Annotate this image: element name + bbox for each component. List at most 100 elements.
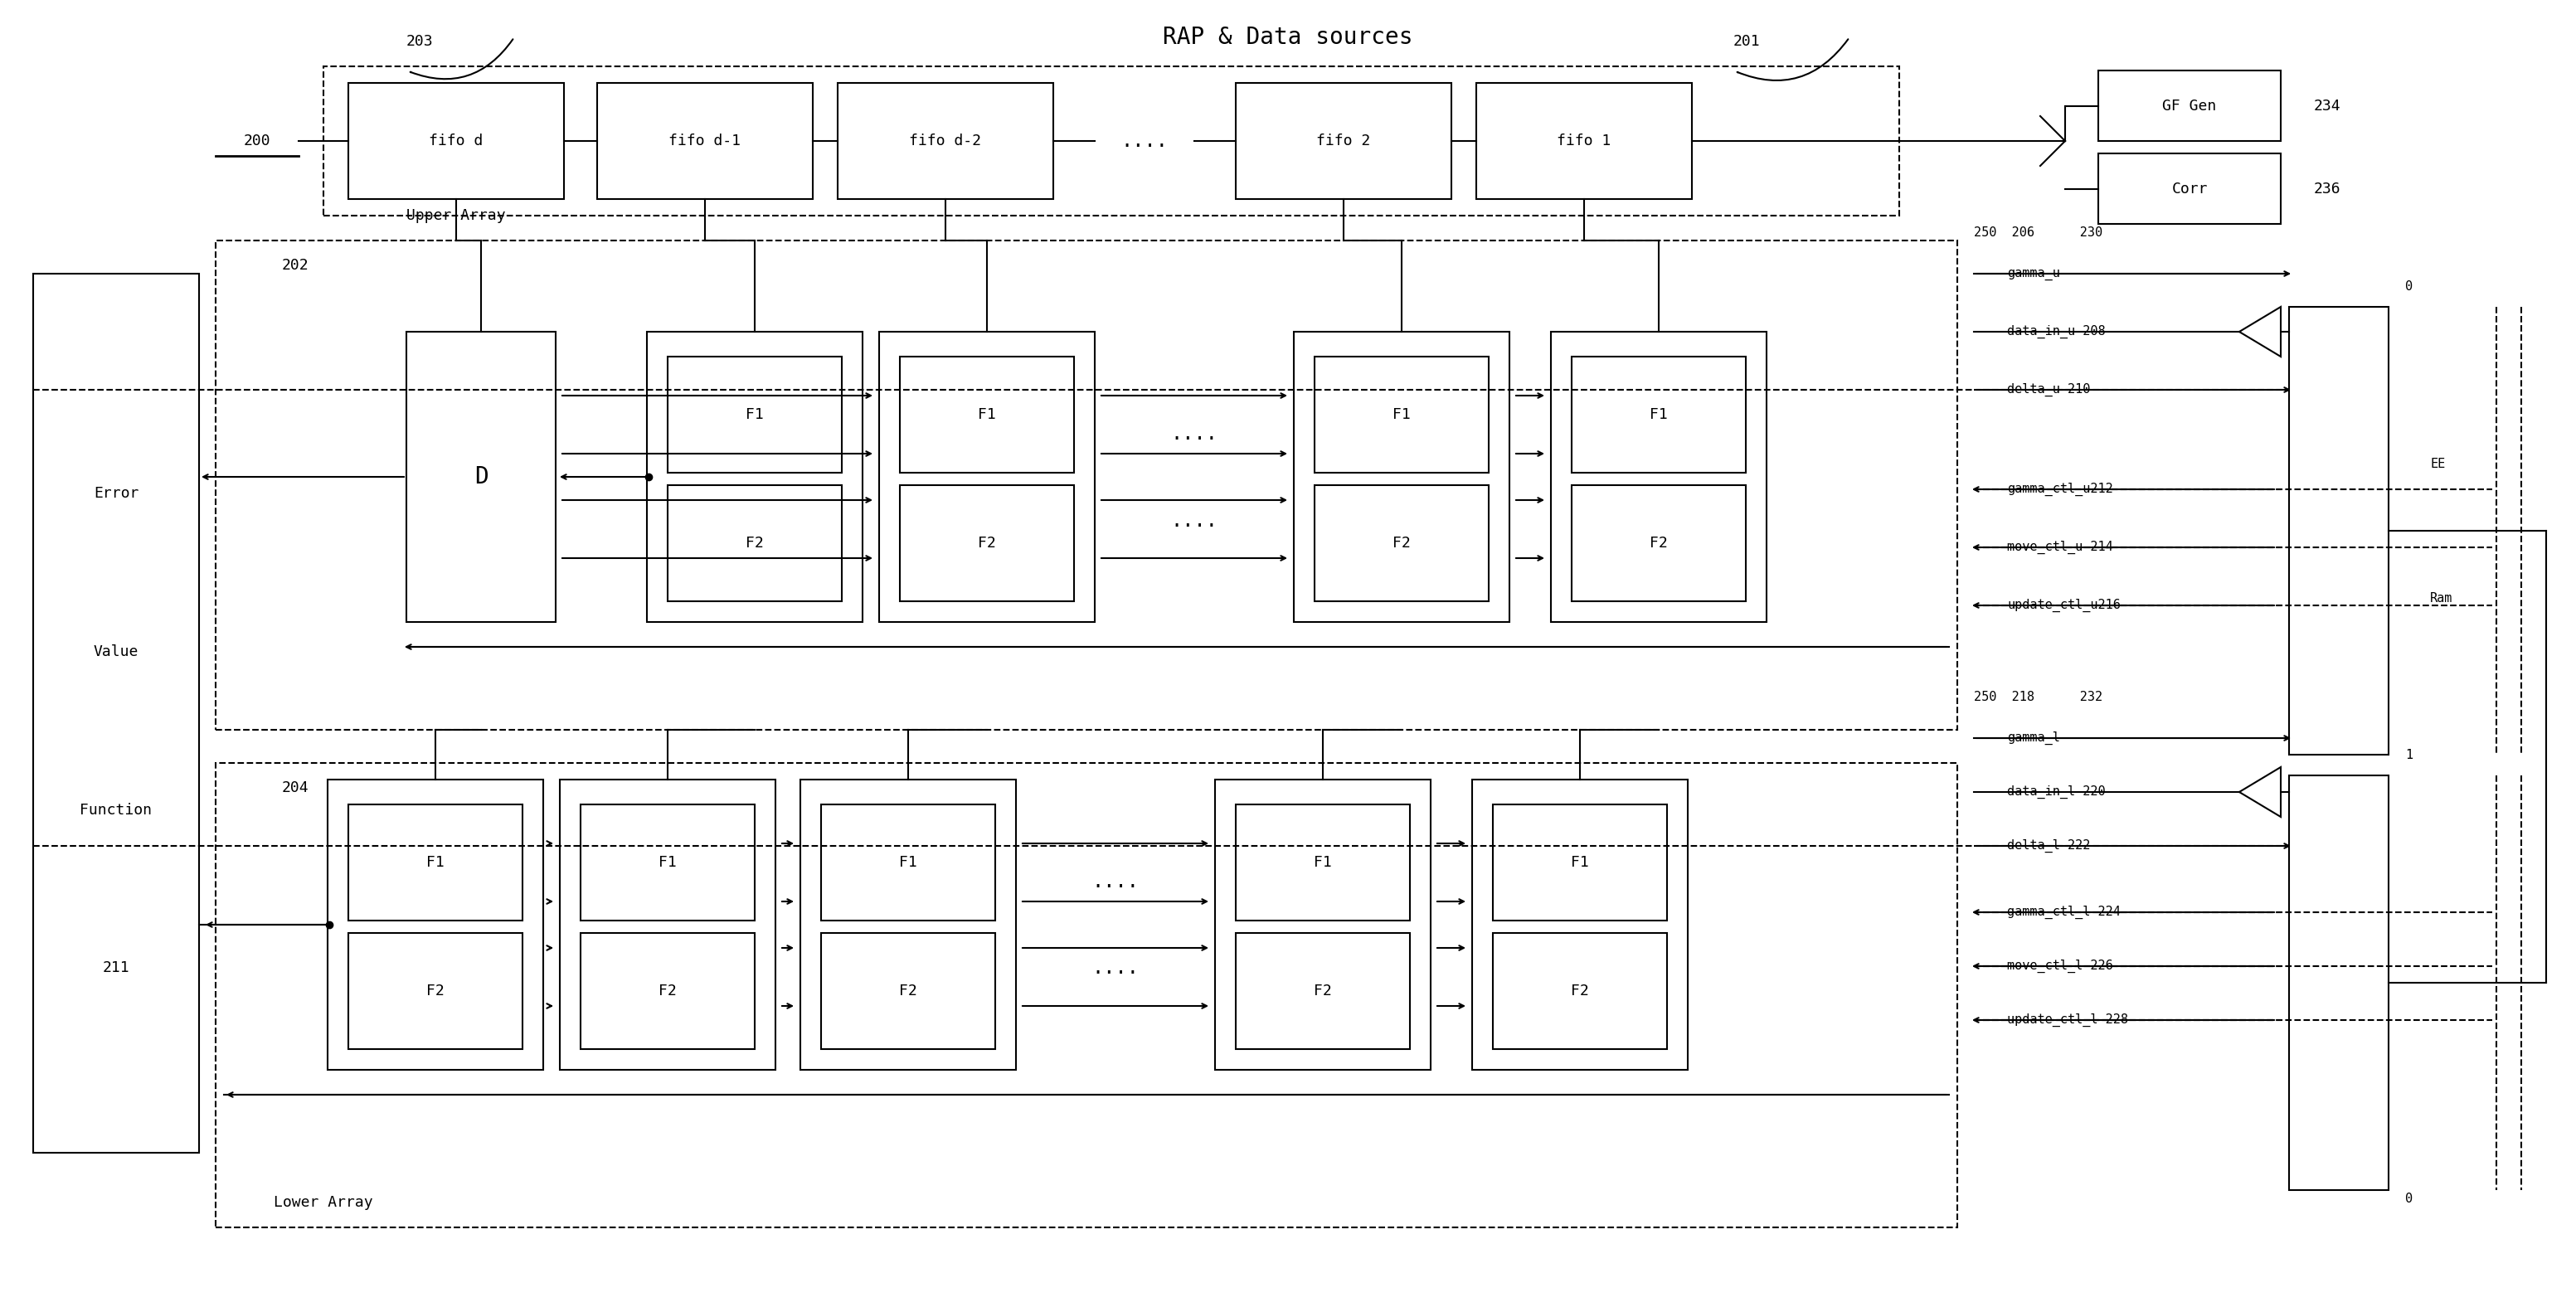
Text: 0: 0 <box>2406 280 2414 293</box>
Bar <box>1571 357 1747 473</box>
Text: ....: .... <box>1092 872 1139 891</box>
Text: Corr: Corr <box>2172 182 2208 196</box>
Text: F1: F1 <box>979 408 997 422</box>
Bar <box>822 933 994 1050</box>
Bar <box>580 933 755 1050</box>
Text: F1: F1 <box>744 408 762 422</box>
Text: F1: F1 <box>659 855 677 870</box>
Bar <box>667 485 842 601</box>
Text: ....: .... <box>1170 511 1218 531</box>
Bar <box>1236 933 1409 1050</box>
FancyArrowPatch shape <box>410 39 513 78</box>
Bar <box>1494 933 1667 1050</box>
Text: F1: F1 <box>1571 855 1589 870</box>
Bar <box>822 804 994 920</box>
Text: Function: Function <box>80 802 152 817</box>
Text: F2: F2 <box>744 536 762 550</box>
Bar <box>1494 804 1667 920</box>
Bar <box>2099 71 2280 141</box>
Text: Error: Error <box>93 486 139 501</box>
Text: F1: F1 <box>1314 855 1332 870</box>
Text: ....: .... <box>1170 423 1218 443</box>
Text: 201: 201 <box>1734 34 1759 48</box>
Bar <box>1236 804 1409 920</box>
Text: 250  218      232: 250 218 232 <box>1973 690 2102 703</box>
Text: F1: F1 <box>1394 408 1412 422</box>
Text: 236: 236 <box>2313 182 2342 196</box>
Text: gamma_l: gamma_l <box>2007 732 2061 745</box>
Bar <box>1216 779 1430 1070</box>
Text: update_ctl_u216: update_ctl_u216 <box>2007 599 2120 612</box>
Text: 204: 204 <box>281 780 309 796</box>
Bar <box>1314 485 1489 601</box>
Text: delta_u 210: delta_u 210 <box>2007 383 2089 396</box>
Text: 202: 202 <box>281 257 309 273</box>
Bar <box>837 82 1054 199</box>
Text: fifo 1: fifo 1 <box>1556 133 1610 149</box>
Bar <box>216 240 1958 729</box>
Text: gamma_ctl_u212: gamma_ctl_u212 <box>2007 482 2112 497</box>
Text: data_in_l 220: data_in_l 220 <box>2007 786 2105 799</box>
Text: F1: F1 <box>1649 408 1667 422</box>
Bar <box>559 779 775 1070</box>
Text: ....: .... <box>1121 131 1167 150</box>
Text: 0: 0 <box>2406 1192 2414 1205</box>
Text: fifo d-1: fifo d-1 <box>670 133 742 149</box>
Bar <box>647 332 863 622</box>
Bar <box>2290 775 2388 1191</box>
Text: update_ctl_l 228: update_ctl_l 228 <box>2007 1013 2128 1027</box>
Bar <box>348 82 564 199</box>
Text: gamma_u: gamma_u <box>2007 268 2061 280</box>
Bar <box>2099 153 2280 223</box>
Text: fifo d-2: fifo d-2 <box>909 133 981 149</box>
Text: D: D <box>474 465 487 489</box>
Bar <box>216 763 1958 1227</box>
Text: 1: 1 <box>2406 749 2414 761</box>
Text: F1: F1 <box>428 855 446 870</box>
Bar <box>899 485 1074 601</box>
Bar <box>899 357 1074 473</box>
Text: 211: 211 <box>103 961 129 975</box>
Text: Ram: Ram <box>2429 592 2452 604</box>
Text: delta_l 222: delta_l 222 <box>2007 839 2089 852</box>
Bar <box>1571 485 1747 601</box>
Text: F2: F2 <box>899 984 917 999</box>
Text: gamma_ctl_l 224: gamma_ctl_l 224 <box>2007 906 2120 919</box>
Bar <box>1551 332 1767 622</box>
Bar <box>1476 82 1692 199</box>
Text: 200: 200 <box>245 133 270 149</box>
Text: move_ctl_u 214: move_ctl_u 214 <box>2007 541 2112 554</box>
Text: fifo d: fifo d <box>430 133 484 149</box>
Text: 250  206      230: 250 206 230 <box>1973 226 2102 238</box>
Text: F1: F1 <box>899 855 917 870</box>
Bar <box>878 332 1095 622</box>
Text: RAP & Data sources: RAP & Data sources <box>1162 26 1414 48</box>
Text: fifo 2: fifo 2 <box>1316 133 1370 149</box>
Bar <box>348 804 523 920</box>
Polygon shape <box>2239 307 2280 357</box>
Bar <box>1471 779 1687 1070</box>
Bar <box>325 67 1899 216</box>
Text: F2: F2 <box>1649 536 1667 550</box>
Text: F2: F2 <box>1571 984 1589 999</box>
FancyArrowPatch shape <box>1736 39 1847 81</box>
Polygon shape <box>2239 767 2280 817</box>
Bar <box>33 273 198 1153</box>
Bar <box>1236 82 1450 199</box>
Bar <box>407 332 556 622</box>
Text: move_ctl_l 226: move_ctl_l 226 <box>2007 959 2112 972</box>
Text: F2: F2 <box>659 984 677 999</box>
Text: F2: F2 <box>1314 984 1332 999</box>
Text: Lower Array: Lower Array <box>273 1195 374 1210</box>
Text: Value: Value <box>93 644 139 659</box>
Text: F2: F2 <box>428 984 446 999</box>
Bar <box>1314 357 1489 473</box>
Text: ....: .... <box>1092 958 1139 978</box>
Text: 234: 234 <box>2313 98 2342 114</box>
Text: Upper Array: Upper Array <box>407 208 505 223</box>
Bar <box>1293 332 1510 622</box>
Text: data_in_u 208: data_in_u 208 <box>2007 325 2105 339</box>
Text: F2: F2 <box>979 536 997 550</box>
Bar <box>2290 307 2388 754</box>
Text: 203: 203 <box>407 34 433 48</box>
